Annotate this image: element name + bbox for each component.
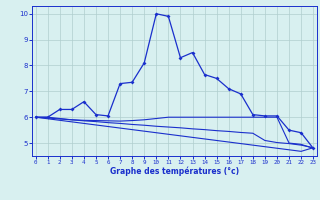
- X-axis label: Graphe des températures (°c): Graphe des températures (°c): [110, 167, 239, 176]
